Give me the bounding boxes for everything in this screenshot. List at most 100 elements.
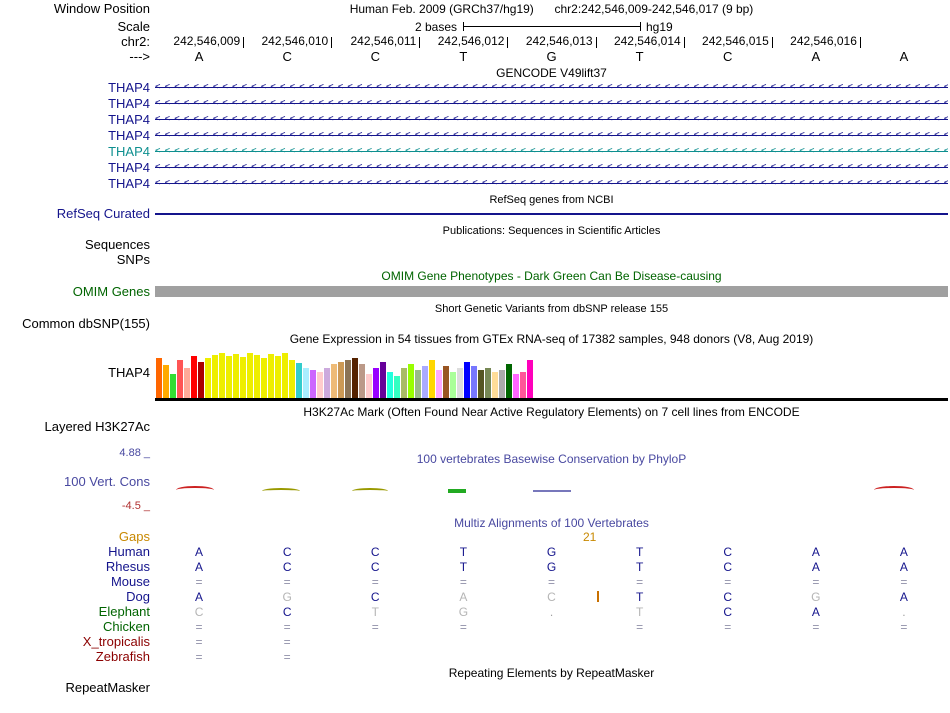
gtex-expression-bar[interactable] [359, 364, 365, 398]
gene-row[interactable]: THAP4 <<<<<<<<<<<<<<<<<<<<<<<<<<<<<<<<<<<… [0, 113, 950, 127]
layered-h3k27ac-label[interactable]: Layered H3K27Ac [44, 419, 150, 434]
gtex-expression-bar[interactable] [352, 358, 358, 398]
gtex-expression-bar[interactable] [520, 372, 526, 398]
gtex-expression-bar[interactable] [499, 370, 505, 398]
gtex-gene-label[interactable]: THAP4 [108, 365, 150, 380]
gene-row[interactable]: THAP4 <<<<<<<<<<<<<<<<<<<<<<<<<<<<<<<<<<<… [0, 81, 950, 95]
gtex-expression-bar[interactable] [198, 362, 204, 398]
gtex-expression-bar[interactable] [303, 368, 309, 398]
refseq-curated-label[interactable]: RefSeq Curated [56, 206, 150, 221]
omim-genes-label[interactable]: OMIM Genes [72, 284, 150, 299]
gtex-expression-bar[interactable] [170, 374, 176, 398]
gene-transcript-line[interactable]: <<<<<<<<<<<<<<<<<<<<<<<<<<<<<<<<<<<<<<<<… [155, 129, 948, 142]
snps-track-label[interactable]: SNPs [116, 252, 150, 267]
gtex-expression-bar[interactable] [191, 356, 197, 398]
gtex-expression-bar[interactable] [331, 364, 337, 398]
gtex-expression-bar[interactable] [156, 358, 162, 398]
sequences-track-label[interactable]: Sequences [84, 237, 150, 252]
gtex-expression-bar[interactable] [275, 356, 281, 398]
conservation-mark [176, 486, 214, 494]
gtex-expression-bar[interactable] [485, 368, 491, 398]
gene-label[interactable]: THAP4 [108, 112, 150, 127]
gtex-expression-bar[interactable] [212, 355, 218, 398]
gtex-expression-bar[interactable] [317, 372, 323, 398]
gtex-expression-bar[interactable] [513, 374, 519, 398]
gene-transcript-line[interactable]: <<<<<<<<<<<<<<<<<<<<<<<<<<<<<<<<<<<<<<<<… [155, 81, 948, 94]
gtex-expression-bar[interactable] [254, 355, 260, 398]
gene-transcript-line[interactable]: <<<<<<<<<<<<<<<<<<<<<<<<<<<<<<<<<<<<<<<<… [155, 97, 948, 110]
gtex-expression-bar[interactable] [268, 354, 274, 398]
refseq-gene-bar[interactable] [155, 213, 948, 215]
gene-label[interactable]: THAP4 [108, 160, 150, 175]
gtex-expression-bar[interactable] [429, 360, 435, 398]
gaps-row-label[interactable]: Gaps [118, 529, 150, 544]
gtex-expression-bar[interactable] [247, 353, 253, 398]
gtex-expression-bar[interactable] [478, 370, 484, 398]
gtex-expression-bar[interactable] [464, 362, 470, 398]
vert-cons-label[interactable]: 100 Vert. Cons [64, 474, 150, 489]
gtex-expression-bar[interactable] [177, 360, 183, 398]
alignment-row[interactable]: Rhesus A C C T G T C A A [0, 560, 950, 575]
gtex-expression-bar[interactable] [457, 368, 463, 398]
gtex-expression-bar[interactable] [471, 366, 477, 398]
gtex-expression-bar[interactable] [261, 358, 267, 398]
gene-row[interactable]: THAP4 <<<<<<<<<<<<<<<<<<<<<<<<<<<<<<<<<<<… [0, 177, 950, 191]
gene-row[interactable]: THAP4 <<<<<<<<<<<<<<<<<<<<<<<<<<<<<<<<<<<… [0, 129, 950, 143]
gtex-expression-bar[interactable] [282, 353, 288, 398]
gtex-expression-bar[interactable] [289, 360, 295, 398]
gene-row[interactable]: THAP4 <<<<<<<<<<<<<<<<<<<<<<<<<<<<<<<<<<<… [0, 145, 950, 159]
gene-label[interactable]: THAP4 [108, 80, 150, 95]
species-label: Elephant [98, 604, 150, 619]
gtex-expression-bar[interactable] [450, 372, 456, 398]
gene-label[interactable]: THAP4 [108, 176, 150, 191]
gene-transcript-line[interactable]: <<<<<<<<<<<<<<<<<<<<<<<<<<<<<<<<<<<<<<<<… [155, 145, 948, 158]
gtex-expression-bar[interactable] [443, 366, 449, 398]
gtex-expression-bar[interactable] [233, 354, 239, 398]
gtex-expression-bar[interactable] [408, 364, 414, 398]
alignment-row[interactable]: Elephant C C T G. T C A. [0, 605, 950, 620]
gene-label[interactable]: THAP4 [108, 128, 150, 143]
gtex-expression-bar[interactable] [338, 362, 344, 398]
alignment-row[interactable]: Dog A G C A C T C G A [0, 590, 950, 605]
gtex-expression-bar[interactable] [415, 370, 421, 398]
gtex-expression-bar[interactable] [240, 357, 246, 398]
gene-label[interactable]: THAP4 [108, 96, 150, 111]
gtex-expression-bar[interactable] [506, 364, 512, 398]
gtex-expression-bar[interactable] [219, 353, 225, 398]
gtex-expression-bar[interactable] [492, 372, 498, 398]
ruler-tick-mark [859, 37, 861, 48]
gene-label[interactable]: THAP4 [108, 144, 150, 159]
gene-row[interactable]: THAP4 <<<<<<<<<<<<<<<<<<<<<<<<<<<<<<<<<<<… [0, 161, 950, 175]
alignment-row[interactable]: Zebrafish = = [0, 650, 950, 665]
alignment-row[interactable]: X_tropicalis = = [0, 635, 950, 650]
gene-transcript-line[interactable]: <<<<<<<<<<<<<<<<<<<<<<<<<<<<<<<<<<<<<<<<… [155, 113, 948, 126]
gtex-expression-bar[interactable] [184, 368, 190, 398]
gtex-expression-bar[interactable] [380, 362, 386, 398]
gtex-expression-bar[interactable] [387, 372, 393, 398]
gtex-expression-bar[interactable] [163, 365, 169, 398]
alignment-row[interactable]: Human A C C T G T C A A [0, 545, 950, 560]
gtex-expression-bar[interactable] [205, 358, 211, 398]
gtex-expression-bar[interactable] [310, 370, 316, 398]
common-dbsnp-label[interactable]: Common dbSNP(155) [22, 316, 150, 331]
gtex-expression-bar[interactable] [296, 363, 302, 398]
gene-transcript-line[interactable]: <<<<<<<<<<<<<<<<<<<<<<<<<<<<<<<<<<<<<<<<… [155, 161, 948, 174]
gtex-expression-bar[interactable] [422, 366, 428, 398]
alignment-row[interactable]: Chicken = = = = = = = = [0, 620, 950, 635]
alignment-base: = [900, 575, 908, 589]
gtex-expression-bar[interactable] [394, 376, 400, 398]
gtex-expression-bar[interactable] [345, 360, 351, 398]
gtex-expression-bar[interactable] [436, 370, 442, 398]
alignment-row[interactable]: Mouse = = = = = = = = = [0, 575, 950, 590]
gtex-expression-chart[interactable] [156, 350, 536, 398]
gene-transcript-line[interactable]: <<<<<<<<<<<<<<<<<<<<<<<<<<<<<<<<<<<<<<<<… [155, 177, 948, 190]
gtex-expression-bar[interactable] [324, 368, 330, 398]
omim-gene-bar[interactable] [155, 286, 948, 297]
gtex-expression-bar[interactable] [373, 368, 379, 398]
gene-row[interactable]: THAP4 <<<<<<<<<<<<<<<<<<<<<<<<<<<<<<<<<<<… [0, 97, 950, 111]
gtex-expression-bar[interactable] [366, 374, 372, 398]
gtex-expression-bar[interactable] [401, 368, 407, 398]
repeatmasker-label[interactable]: RepeatMasker [65, 680, 150, 695]
gtex-expression-bar[interactable] [226, 356, 232, 398]
gtex-expression-bar[interactable] [527, 360, 533, 398]
